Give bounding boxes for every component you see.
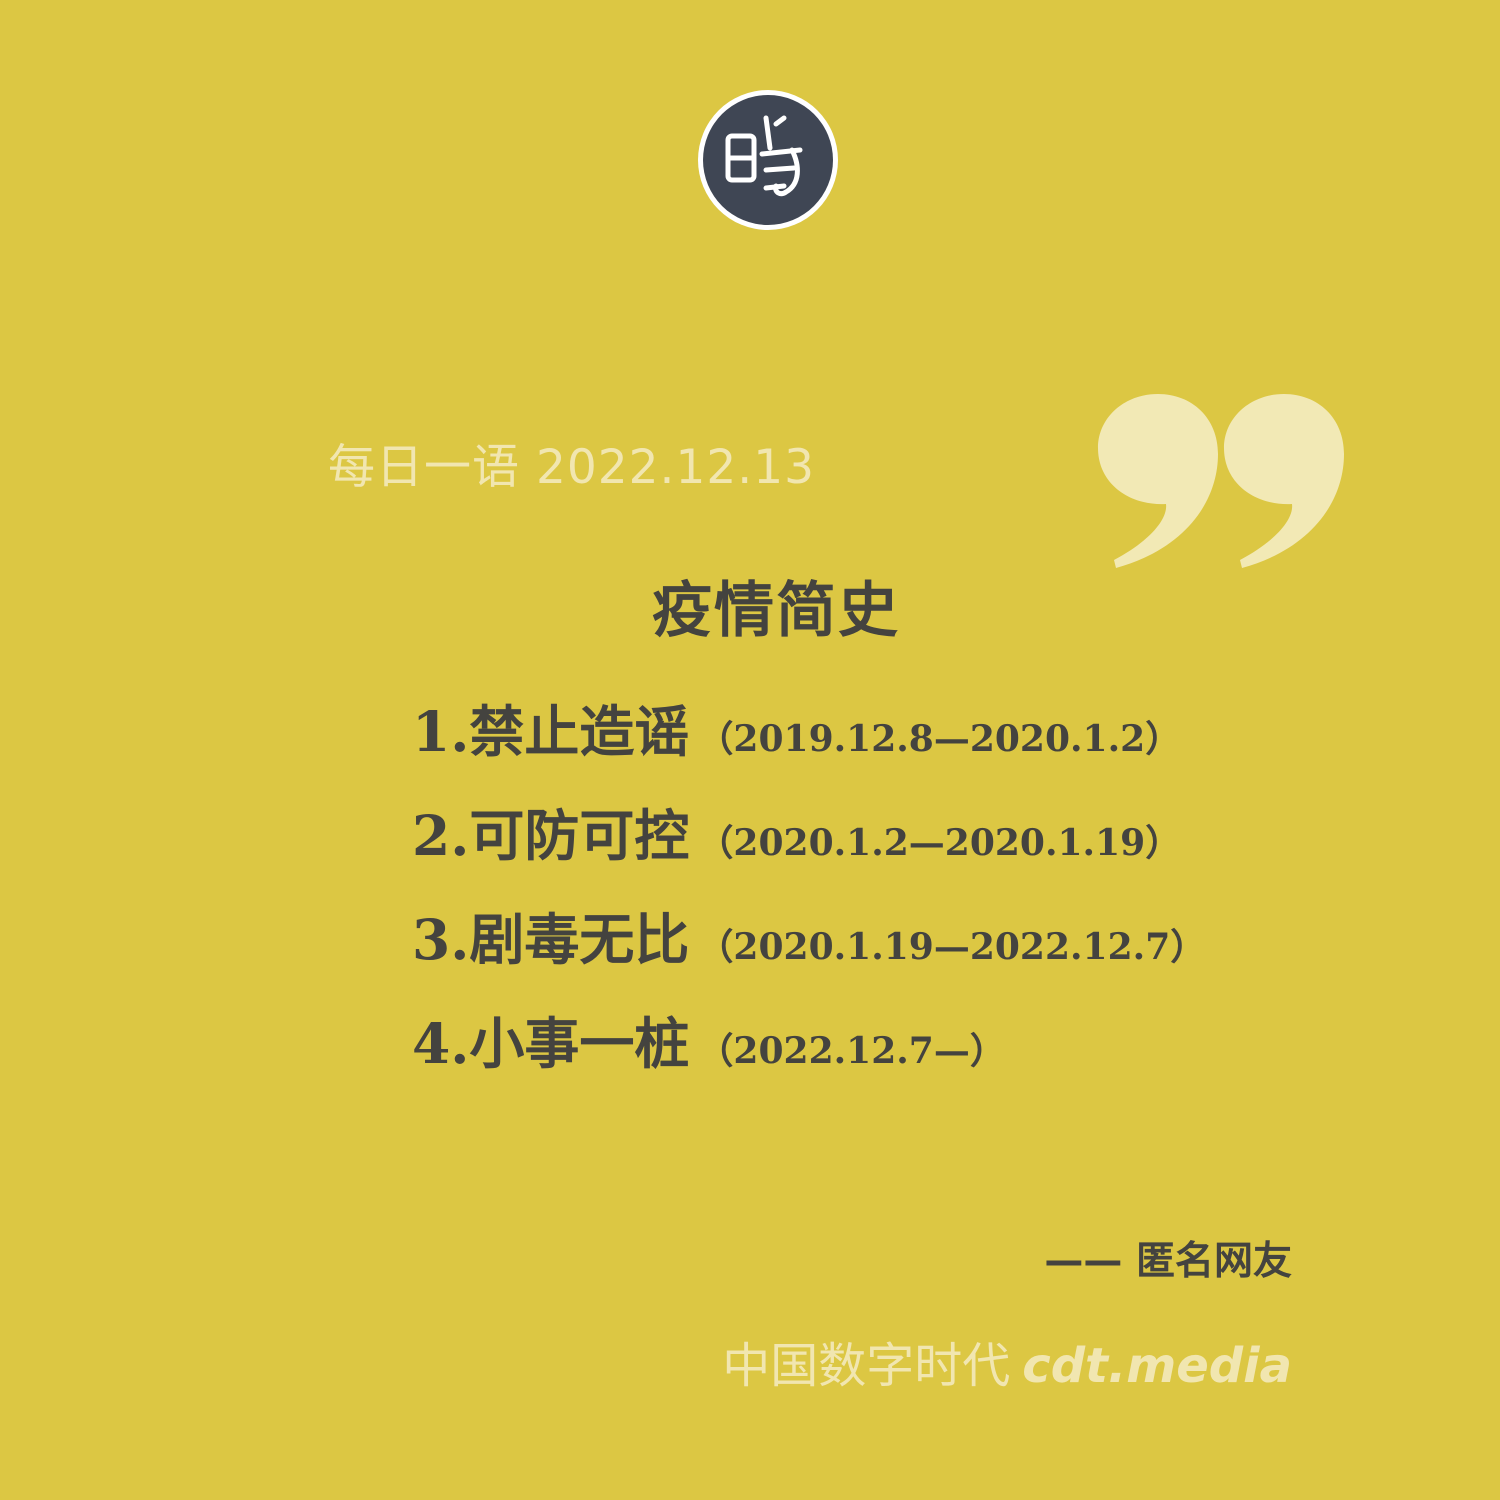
list-item: 4.小事一桩 （2022.12.7—）	[412, 1012, 1206, 1116]
item-name: 2.可防可控	[412, 803, 690, 868]
quote-mark	[1096, 392, 1346, 572]
closing-quote-icon	[1098, 394, 1344, 568]
footer-site-link: cdt.media	[1022, 1338, 1292, 1394]
item-date-range: （2022.12.7—）	[697, 1030, 1006, 1072]
list-item: 3.剧毒无比 （2020.1.19—2022.12.7）	[412, 908, 1206, 1012]
cdt-seal-logo-icon	[698, 90, 838, 230]
page-title: 疫情简史	[652, 576, 900, 646]
history-list: 1.禁止造谣 （2019.12.8—2020.1.2） 2.可防可控 （2020.1…	[412, 700, 1206, 1116]
footer-brand: 中国数字时代 cdt.media	[722, 1326, 1292, 1396]
item-name: 3.剧毒无比	[412, 907, 690, 972]
item-name: 4.小事一桩	[412, 1011, 690, 1076]
item-date-range: （2020.1.2—2020.1.19）	[697, 822, 1182, 864]
list-item: 1.禁止造谣 （2019.12.8—2020.1.2）	[412, 700, 1206, 804]
item-date-range: （2019.12.8—2020.1.2）	[697, 718, 1182, 760]
daily-quote-date: 每日一语 2022.12.13	[328, 440, 816, 495]
cdt-logo	[696, 88, 840, 232]
item-date-range: （2020.1.19—2022.12.7）	[697, 926, 1207, 968]
footer-brand-name: 中国数字时代	[722, 1338, 1011, 1394]
attribution: —— 匿名网友	[1044, 1239, 1292, 1284]
list-item: 2.可防可控 （2020.1.2—2020.1.19）	[412, 804, 1206, 908]
item-name: 1.禁止造谣	[412, 699, 690, 764]
